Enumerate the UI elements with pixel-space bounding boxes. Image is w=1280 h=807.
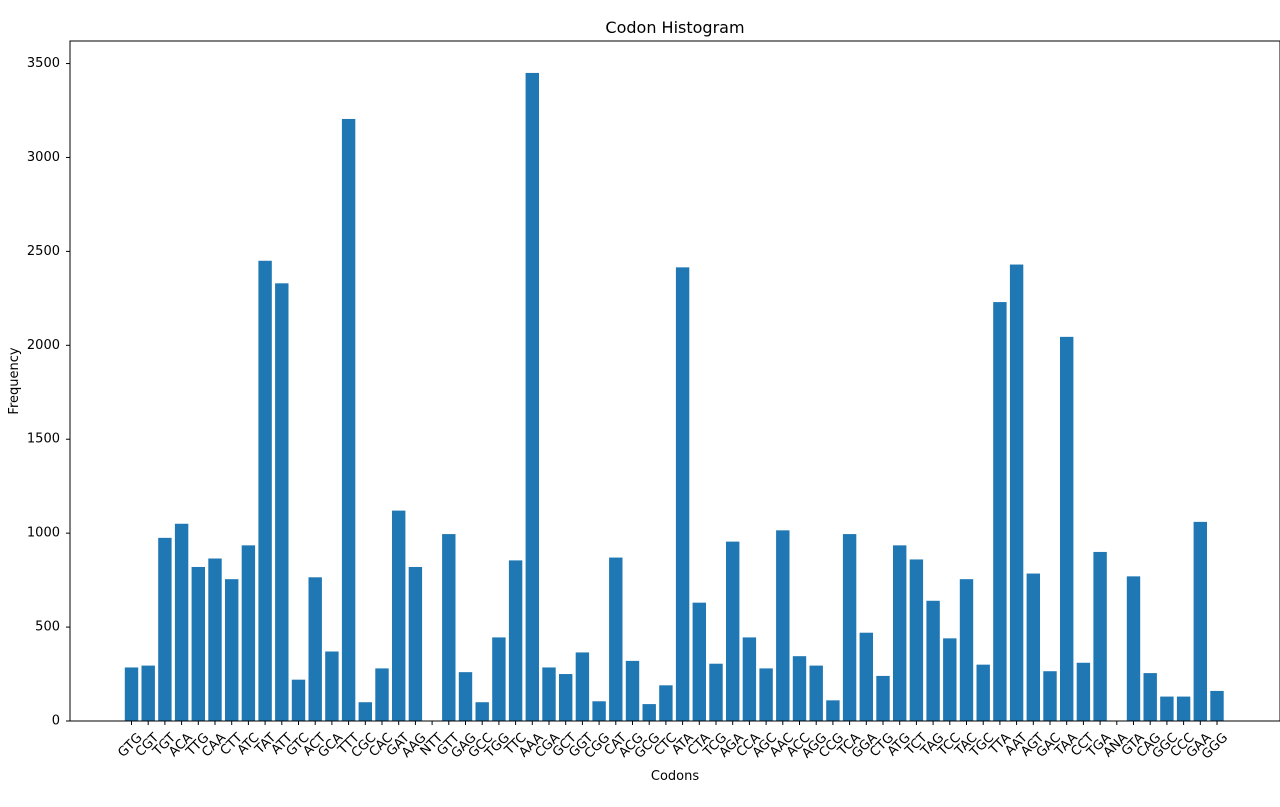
bar-ctg: [876, 676, 889, 721]
bar-cgt: [142, 666, 155, 721]
bar-cgc: [359, 702, 372, 721]
bar-aaa: [526, 73, 539, 721]
y-tick-label: 1000: [27, 526, 60, 541]
bar-tta: [993, 302, 1006, 721]
bar-gat: [392, 511, 405, 721]
x-axis-ticks: GTGCGTTGTACATTGCAACTTATCTATATTGTCACTGCAT…: [115, 721, 1231, 762]
y-axis-label: Frequency: [7, 347, 22, 414]
bar-ctt: [225, 579, 238, 721]
bar-cat: [609, 558, 622, 721]
bar-cgg: [592, 701, 605, 721]
bar-gag: [459, 672, 472, 721]
bar-ccc: [1177, 697, 1190, 721]
bar-acc: [793, 656, 806, 721]
bar-agc: [759, 668, 772, 721]
y-tick-label: 3500: [27, 56, 60, 71]
bar-aat: [1010, 265, 1023, 721]
bar-gta: [1127, 576, 1140, 721]
bar-aag: [409, 567, 422, 721]
y-tick-label: 2000: [27, 338, 60, 353]
bar-atc: [242, 545, 255, 721]
bar-ttg: [192, 567, 205, 721]
bar-atg: [893, 545, 906, 721]
bar-gca: [325, 652, 338, 722]
bar-gcc: [476, 702, 489, 721]
bar-tcg: [709, 664, 722, 721]
bar-cag: [1144, 673, 1157, 721]
bar-cct: [1077, 663, 1090, 721]
y-tick-label: 2500: [27, 244, 60, 259]
y-tick-label: 500: [35, 620, 60, 635]
bar-tcc: [943, 638, 956, 721]
bar-tag: [926, 601, 939, 721]
bar-gcg: [643, 704, 656, 721]
bar-ccg: [826, 700, 839, 721]
bar-ata: [676, 267, 689, 721]
bar-taa: [1060, 337, 1073, 721]
bar-gtc: [292, 680, 305, 721]
bar-aca: [175, 524, 188, 721]
bar-agg: [810, 666, 823, 721]
bar-cga: [542, 667, 555, 721]
bar-tga: [1093, 552, 1106, 721]
bar-gct: [559, 674, 572, 721]
x-axis-label: Codons: [651, 769, 699, 784]
bar-ggt: [576, 652, 589, 721]
y-tick-label: 0: [52, 714, 60, 729]
bar-aga: [726, 542, 739, 721]
bar-tct: [910, 559, 923, 721]
bar-ttt: [342, 119, 355, 721]
bar-act: [309, 577, 322, 721]
bar-tca: [843, 534, 856, 721]
y-tick-label: 1500: [27, 432, 60, 447]
bar-att: [275, 283, 288, 721]
bar-ggc: [1160, 697, 1173, 721]
bar-gga: [860, 633, 873, 721]
bar-gtt: [442, 534, 455, 721]
bar-agt: [1027, 574, 1040, 721]
bar-cca: [743, 637, 756, 721]
bar-gac: [1043, 671, 1056, 721]
chart-title: Codon Histogram: [605, 18, 744, 37]
bar-ttc: [509, 560, 522, 721]
bars-group: [125, 73, 1224, 721]
bar-tgc: [977, 665, 990, 721]
y-axis-ticks: 0 500 1000 1500 2000 2500 3000 3500: [27, 56, 70, 728]
bar-acg: [626, 661, 639, 721]
bar-aac: [776, 530, 789, 721]
bar-gaa: [1194, 522, 1207, 721]
bar-ctc: [659, 685, 672, 721]
bar-ggg: [1210, 691, 1223, 721]
bar-tac: [960, 579, 973, 721]
bar-caa: [208, 559, 221, 721]
bar-tgg: [492, 637, 505, 721]
bar-tat: [258, 261, 271, 721]
bar-gtg: [125, 667, 138, 721]
bar-cta: [693, 603, 706, 721]
bar-cac: [375, 668, 388, 721]
bar-tgt: [158, 538, 171, 721]
y-tick-label: 3000: [27, 150, 60, 165]
